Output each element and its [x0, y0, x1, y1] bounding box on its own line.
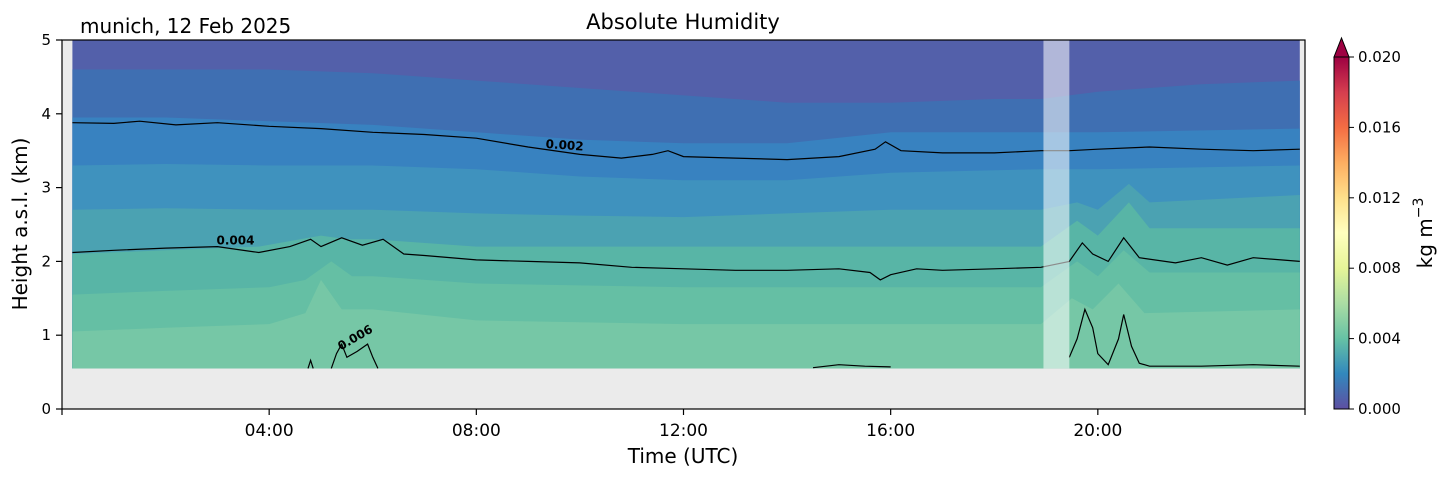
- humidity-band: [72, 279, 1300, 369]
- colorbar: 0.000 0.004 0.008 0.012 0.016 0.020 kg m−3: [1333, 36, 1437, 418]
- contour-line: [307, 358, 314, 369]
- contour-label: 0.004: [217, 233, 255, 247]
- contour-line: [330, 342, 379, 369]
- colorbar-tick-label: 0.004: [1358, 330, 1401, 348]
- colorbar-tick-label: 0.008: [1358, 259, 1401, 277]
- data-gap-shading: [1043, 40, 1070, 369]
- y-tick-label: 3: [41, 179, 51, 197]
- y-tick-label: 1: [41, 326, 51, 344]
- colorbar-tick-label: 0.000: [1358, 400, 1401, 418]
- x-axis-label: Time (UTC): [627, 444, 739, 468]
- y-axis: 0 1 2 3 4 5: [41, 31, 62, 418]
- x-tick-label: 08:00: [452, 421, 501, 441]
- x-tick-label: 04:00: [245, 421, 294, 441]
- y-tick-label: 0: [41, 400, 51, 418]
- chart-title: Absolute Humidity: [586, 10, 780, 34]
- colorbar-gradient: [1333, 56, 1350, 410]
- x-tick-label: 20:00: [1073, 421, 1122, 441]
- contour-line: [812, 364, 891, 369]
- site-date-label: munich, 12 Feb 2025: [80, 14, 291, 38]
- y-tick-label: 2: [41, 252, 51, 270]
- contour-label: 0.002: [545, 137, 584, 154]
- y-axis-label: Height a.s.l. (km): [8, 138, 32, 311]
- contour-line: [72, 236, 1300, 281]
- colorbar-extend-arrow: [1333, 36, 1350, 58]
- x-tick-label: 16:00: [866, 421, 915, 441]
- colorbar-tick-label: 0.016: [1358, 118, 1401, 136]
- colorbar-tick-label: 0.012: [1358, 189, 1401, 207]
- x-tick-label: 12:00: [659, 421, 708, 441]
- y-tick-label: 5: [41, 31, 51, 49]
- colorbar-label: kg m−3: [1411, 198, 1437, 269]
- contour-line: [1068, 307, 1300, 367]
- y-tick-label: 4: [41, 105, 51, 123]
- x-axis: 04:00 08:00 12:00 16:00 20:00: [61, 409, 1306, 441]
- colorbar-tick-label: 0.020: [1358, 48, 1401, 66]
